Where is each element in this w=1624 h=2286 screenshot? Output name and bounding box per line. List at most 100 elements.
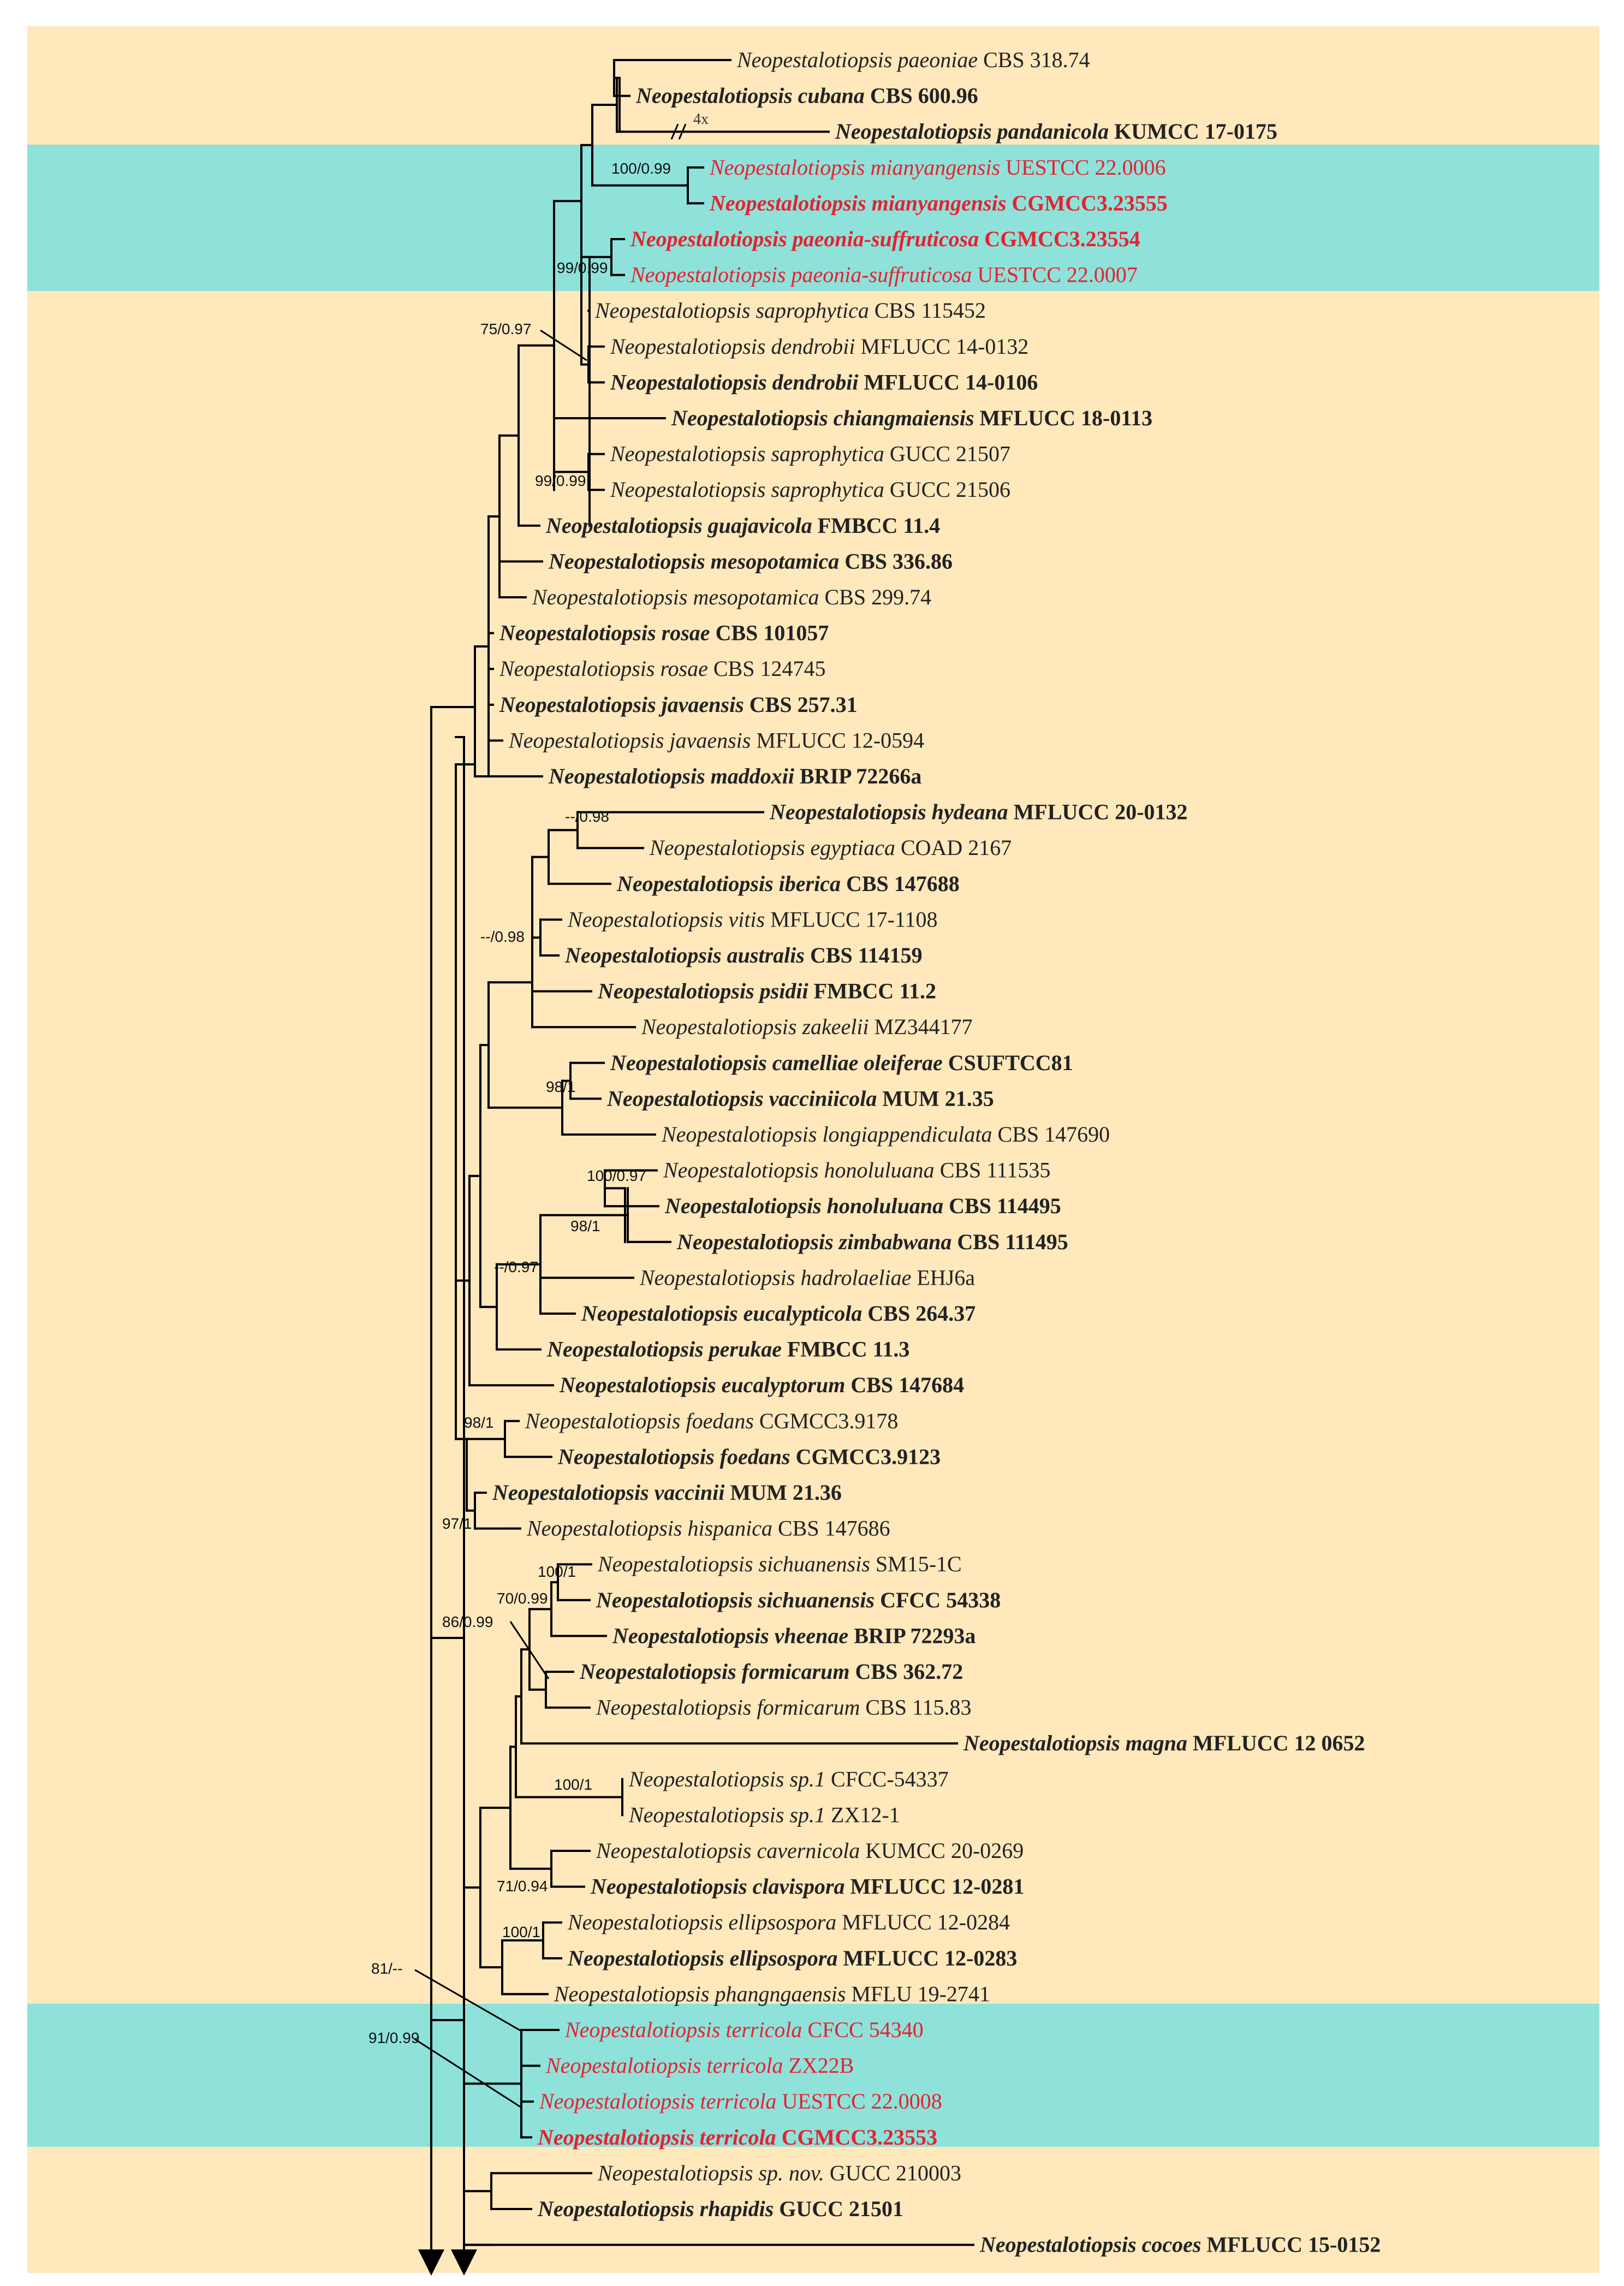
taxon-genus: Neopestalotiopsis [567, 1910, 728, 1934]
taxon-label: Neopestalotiopsis javaensis CBS 257.31 [499, 692, 858, 717]
taxon-epithet: foedans [686, 1409, 759, 1433]
taxon-epithet: vacciniicola [769, 1086, 883, 1111]
taxon-label: Neopestalotiopsis cubana CBS 600.96 [635, 84, 978, 108]
taxon-strain: CFCC 54338 [880, 1588, 1001, 1612]
taxon-label: Neopestalotiopsis javaensis MFLUCC 12-05… [508, 728, 924, 752]
support-value: 100/1 [502, 1923, 540, 1940]
taxon-genus: Neopestalotiopsis [597, 2160, 758, 2185]
taxon-epithet: zakeelii [801, 1014, 874, 1039]
taxon-label: Neopestalotiopsis sp.1 CFCC-54337 [628, 1767, 949, 1791]
branch-break-mark [670, 123, 679, 140]
taxon-genus: Neopestalotiopsis [559, 1373, 722, 1397]
taxon-genus: Neopestalotiopsis [769, 800, 932, 824]
taxon-strain: CBS 124745 [713, 656, 826, 681]
taxon-genus: Neopestalotiopsis [564, 2017, 725, 2042]
taxon-strain: GUCC 210003 [830, 2160, 961, 2185]
support-value: 100/0.99 [611, 160, 671, 177]
taxon-strain: MFLUCC 12-0281 [850, 1874, 1025, 1899]
taxon-epithet: saprophytica [771, 442, 889, 466]
new-species-highlight-band [27, 145, 1599, 291]
taxon-strain: GUCC 21507 [890, 442, 1010, 466]
taxon-genus: Neopestalotiopsis [709, 191, 872, 215]
taxon-label: Neopestalotiopsis cocoes MFLUCC 15-0152 [979, 2232, 1381, 2257]
taxon-label: Neopestalotiopsis saprophytica GUCC 2150… [610, 477, 1010, 502]
taxon-strain: MFLUCC 12-0283 [843, 1946, 1017, 1970]
taxon-strain: MFLUCC 20-0132 [1014, 800, 1188, 824]
support-value: 97/1 [442, 1515, 472, 1532]
taxon-strain: KUMCC 20-0269 [865, 1838, 1024, 1863]
taxon-label: Neopestalotiopsis terricola CFCC 54340 [564, 2017, 924, 2042]
taxon-genus: Neopestalotiopsis [606, 1086, 769, 1111]
taxon-genus: Neopestalotiopsis [532, 585, 693, 609]
taxon-genus: Neopestalotiopsis [628, 1767, 789, 1791]
taxon-label: Neopestalotiopsis vheenae BRIP 72293a [612, 1623, 976, 1648]
taxon-strain: CBS 257.31 [749, 692, 858, 717]
taxon-epithet: sichuanensis [758, 1588, 880, 1612]
taxon-strain: MFLUCC 12-0284 [842, 1910, 1010, 1934]
taxon-strain: MFLUCC 18-0113 [980, 406, 1153, 430]
taxon-genus: Neopestalotiopsis [612, 1623, 775, 1648]
taxon-epithet: perukae [707, 1337, 787, 1362]
taxon-genus: Neopestalotiopsis [979, 2232, 1142, 2257]
taxon-genus: Neopestalotiopsis [499, 692, 662, 717]
taxon-label: Neopestalotiopsis vitis MFLUCC 17-1108 [567, 907, 937, 931]
taxon-strain: MZ344177 [875, 1014, 973, 1039]
taxon-epithet: sp. nov. [758, 2160, 829, 2185]
taxon-epithet: terricola [700, 2089, 782, 2113]
taxon-strain: MFLUCC 14-0132 [861, 334, 1029, 359]
taxon-strain: ZX22B [788, 2053, 854, 2078]
taxon-genus: Neopestalotiopsis [567, 1946, 730, 1970]
taxon-label: Neopestalotiopsis sp.1 ZX12-1 [628, 1802, 900, 1827]
taxon-strain: CBS 147686 [778, 1516, 890, 1541]
taxon-genus: Neopestalotiopsis [610, 1050, 772, 1075]
taxon-genus: Neopestalotiopsis [641, 1014, 802, 1039]
taxon-strain: GUCC 21501 [779, 2196, 903, 2221]
taxon-epithet: psidii [758, 979, 814, 1004]
taxon-epithet: terricola [700, 2125, 782, 2150]
taxon-strain: CGMCC3.23554 [984, 227, 1140, 251]
taxon-label: Neopestalotiopsis clavispora MFLUCC 12-0… [590, 1874, 1024, 1899]
branch-break-mark [678, 123, 687, 140]
taxon-genus: Neopestalotiopsis [594, 298, 756, 323]
taxon-epithet: sichuanensis [758, 1552, 875, 1576]
taxon-genus: Neopestalotiopsis [554, 1981, 715, 2006]
taxon-epithet: rhapidis [700, 2196, 780, 2221]
taxon-strain: CBS 264.37 [867, 1301, 975, 1326]
taxon-label: Neopestalotiopsis mesopotamica CBS 299.7… [532, 585, 931, 609]
taxon-label: Neopestalotiopsis mianyangensis UESTCC 2… [709, 155, 1166, 180]
taxon-label: Neopestalotiopsis formicarum CBS 115.83 [596, 1695, 971, 1720]
taxon-strain: MFLUCC 12 0652 [1193, 1731, 1365, 1755]
taxon-label: Neopestalotiopsis cavernicola KUMCC 20-0… [596, 1838, 1024, 1863]
taxon-label: Neopestalotiopsis sichuanensis SM15-1C [597, 1552, 962, 1576]
taxon-genus: Neopestalotiopsis [597, 979, 760, 1004]
taxon-genus: Neopestalotiopsis [499, 621, 662, 645]
support-value: 98/1 [546, 1078, 576, 1095]
taxon-epithet: cocoes [1142, 2232, 1207, 2257]
taxon-epithet: hydeana [932, 800, 1014, 824]
taxon-epithet: hadrolaeliae [800, 1265, 917, 1290]
taxon-epithet: iberica [779, 871, 846, 896]
taxon-label: Neopestalotiopsis rosae CBS 124745 [499, 656, 825, 681]
taxon-genus: Neopestalotiopsis [661, 1122, 822, 1147]
taxon-strain: SM15-1C [876, 1552, 962, 1576]
taxon-genus: Neopestalotiopsis [546, 1337, 709, 1362]
taxon-strain: MUM 21.35 [882, 1086, 994, 1111]
taxon-epithet: magna [1126, 1731, 1193, 1755]
support-leader-line [540, 329, 587, 361]
taxon-epithet: pandanicola [996, 119, 1114, 144]
taxon-label: Neopestalotiopsis terricola UESTCC 22.00… [539, 2089, 942, 2113]
taxon-strain: CBS 114495 [949, 1194, 1061, 1218]
taxon-epithet: rosae [660, 656, 713, 681]
taxon-strain: GUCC 21506 [890, 477, 1010, 502]
taxon-strain: CBS 299.74 [825, 585, 932, 609]
taxon-genus: Neopestalotiopsis [596, 1588, 758, 1612]
support-value: 70/0.99 [497, 1590, 548, 1607]
taxon-label: Neopestalotiopsis rosae CBS 101057 [499, 621, 829, 645]
taxon-strain: MFLU 19-2741 [851, 1981, 990, 2006]
taxon-strain: ZX12-1 [831, 1802, 900, 1827]
taxon-label: Neopestalotiopsis foedans CGMCC3.9123 [557, 1444, 941, 1469]
taxon-strain: CBS 114159 [810, 943, 923, 967]
taxon-epithet: maddoxii [711, 764, 800, 788]
taxon-epithet: phangngaensis [713, 1981, 851, 2006]
